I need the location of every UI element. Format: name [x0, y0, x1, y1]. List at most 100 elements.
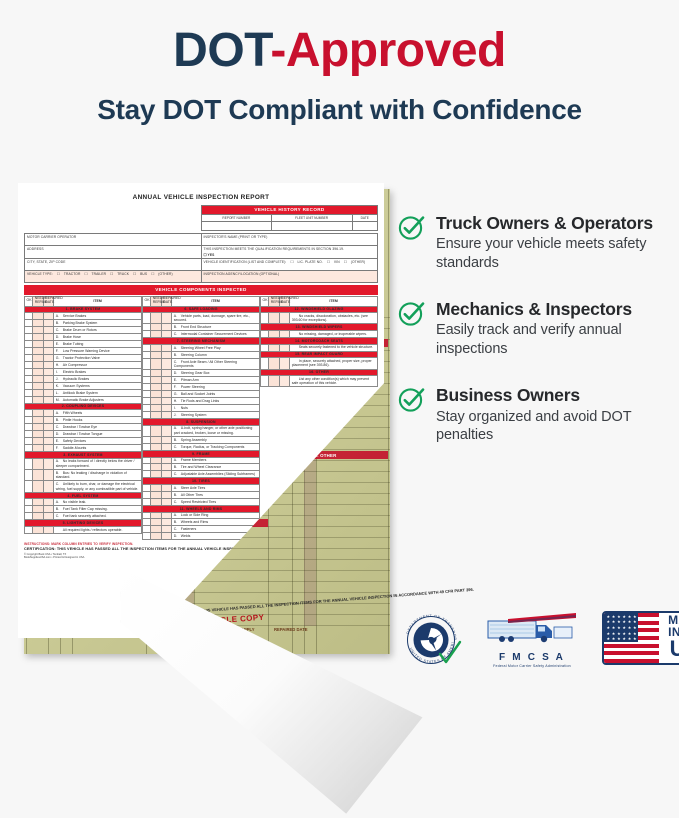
cell-repaired-date[interactable]: [160, 435, 173, 444]
cell-needs-repair[interactable]: [32, 346, 44, 355]
cell-needs-repair[interactable]: [32, 409, 44, 418]
cell-needs-repair[interactable]: [32, 423, 44, 432]
cell-needs-repair[interactable]: [32, 395, 44, 404]
cell-repaired-date[interactable]: [42, 480, 55, 493]
cell-ok[interactable]: [23, 525, 34, 534]
cell-needs-repair[interactable]: [32, 525, 44, 534]
cell-repaired-date[interactable]: [160, 383, 173, 392]
cell-repaired-date[interactable]: [160, 484, 173, 492]
cell-ok[interactable]: [141, 424, 152, 437]
cell-needs-repair[interactable]: [32, 498, 44, 507]
cell-ok[interactable]: [141, 470, 152, 479]
cell-needs-repair[interactable]: [150, 442, 162, 451]
cell-needs-repair[interactable]: [32, 333, 44, 341]
inspection-item-row[interactable]: D. Brake Hose: [23, 333, 142, 341]
cell-repaired-date[interactable]: [278, 312, 291, 325]
cell-repaired-date[interactable]: [160, 456, 173, 465]
cell-needs-repair[interactable]: [150, 456, 162, 465]
inspection-item-row[interactable]: I. Nuts: [141, 404, 260, 413]
cell-repaired-date[interactable]: [160, 397, 173, 406]
inspection-item-row[interactable]: No cracks, discoloration, obstacles, etc…: [259, 312, 378, 325]
inspection-item-row[interactable]: B. All Other Tires: [141, 490, 260, 499]
cell-repaired-date[interactable]: [160, 376, 173, 385]
inspection-item-row[interactable]: C. Drawbar / Towbar Eye: [23, 423, 142, 432]
cell-repaired-date[interactable]: [160, 404, 173, 413]
cell-needs-repair[interactable]: [268, 375, 280, 388]
inspection-item-row[interactable]: H. Air Compressor: [23, 360, 142, 369]
cell-needs-repair[interactable]: [150, 404, 162, 413]
cell-repaired-date[interactable]: [278, 375, 291, 388]
cell-ok[interactable]: [141, 484, 152, 492]
inspection-item-row[interactable]: J. Steering System: [141, 411, 260, 420]
cell-ok[interactable]: [141, 435, 152, 444]
cell-needs-repair[interactable]: [32, 374, 44, 383]
inspection-item-row[interactable]: A. No leaks forward of / directly below t…: [23, 457, 142, 471]
cell-ok[interactable]: [259, 343, 270, 352]
cell-ok[interactable]: [141, 511, 152, 520]
cell-ok[interactable]: [141, 369, 152, 378]
cell-needs-repair[interactable]: [150, 357, 162, 371]
checkbox-tractor[interactable]: ☐: [56, 271, 60, 276]
cell-repaired-date[interactable]: [160, 369, 173, 378]
cell-repaired-date[interactable]: [42, 319, 55, 328]
cell-needs-repair[interactable]: [150, 518, 162, 527]
inspection-item-row[interactable]: G. Ball and Socket Joints: [141, 390, 260, 399]
cell-repaired-date[interactable]: [160, 532, 173, 541]
cell-ok[interactable]: [141, 532, 152, 541]
cell-needs-repair[interactable]: [32, 381, 44, 390]
cell-needs-repair[interactable]: [32, 480, 44, 493]
inspection-item-row[interactable]: K. Vacuum Systems: [23, 381, 142, 390]
cell-ok[interactable]: [23, 319, 34, 328]
cell-ok[interactable]: [141, 312, 152, 325]
cell-ok[interactable]: [141, 463, 152, 472]
cell-ok[interactable]: [23, 469, 34, 482]
cell-ok[interactable]: [23, 312, 34, 321]
cell-needs-repair[interactable]: [150, 490, 162, 499]
cell-repaired-date[interactable]: [42, 367, 55, 376]
checkbox-lic-plate[interactable]: ☐: [290, 259, 294, 264]
cell-needs-repair[interactable]: [32, 367, 44, 376]
cell-repaired-date[interactable]: [160, 463, 173, 472]
cell-needs-repair[interactable]: [150, 435, 162, 444]
inspection-item-row[interactable]: List any other condition(s) which may pr…: [259, 375, 378, 388]
inspection-item-row[interactable]: J. Hydraulic Brakes: [23, 374, 142, 383]
field-inspector-name[interactable]: INSPECTOR'S NAME (PRINT OR TYPE): [203, 234, 268, 239]
cell-ok[interactable]: [23, 326, 34, 334]
cell-needs-repair[interactable]: [268, 357, 280, 370]
cell-needs-repair[interactable]: [268, 343, 280, 352]
cell-ok[interactable]: [141, 497, 152, 506]
inspection-item-row[interactable]: H. Tie Rods and Drag Links: [141, 397, 260, 406]
cell-repaired-date[interactable]: [278, 330, 291, 338]
cell-ok[interactable]: [141, 525, 152, 534]
cell-repaired-date[interactable]: [42, 505, 55, 514]
cell-repaired-date[interactable]: [42, 457, 55, 471]
inspection-item-row[interactable]: B. Steering Column: [141, 350, 260, 359]
cell-repaired-date[interactable]: [42, 423, 55, 432]
cell-ok[interactable]: [23, 512, 34, 521]
inspection-item-row[interactable]: C. Fasteners: [141, 525, 260, 534]
cell-needs-repair[interactable]: [32, 360, 44, 369]
cell-needs-repair[interactable]: [150, 369, 162, 378]
cell-ok[interactable]: [23, 388, 34, 397]
cell-needs-repair[interactable]: [150, 343, 162, 352]
cell-repaired-date[interactable]: [42, 346, 55, 355]
cell-ok[interactable]: [23, 430, 34, 439]
inspection-item-row[interactable]: A. Lock or Side Ring: [141, 511, 260, 520]
inspection-item-row[interactable]: D. Welds: [141, 532, 260, 541]
inspection-item-row[interactable]: All required lights / reflectors operabl…: [23, 525, 142, 534]
cell-ok[interactable]: [141, 456, 152, 465]
cell-needs-repair[interactable]: [32, 388, 44, 397]
cell-needs-repair[interactable]: [150, 350, 162, 359]
cell-needs-repair[interactable]: [150, 424, 162, 437]
cell-repaired-date[interactable]: [278, 357, 291, 370]
cell-needs-repair[interactable]: [32, 457, 44, 471]
cell-repaired-date[interactable]: [160, 390, 173, 399]
cell-repaired-date[interactable]: [160, 497, 173, 506]
cell-repaired-date[interactable]: [42, 512, 55, 521]
cell-ok[interactable]: [23, 381, 34, 390]
cell-needs-repair[interactable]: [32, 444, 44, 453]
cell-repaired-date[interactable]: [42, 333, 55, 341]
field-motor-carrier[interactable]: MOTOR CARRIER OPERATOR: [27, 234, 77, 239]
cell-needs-repair[interactable]: [150, 323, 162, 332]
cell-ok[interactable]: [141, 490, 152, 499]
